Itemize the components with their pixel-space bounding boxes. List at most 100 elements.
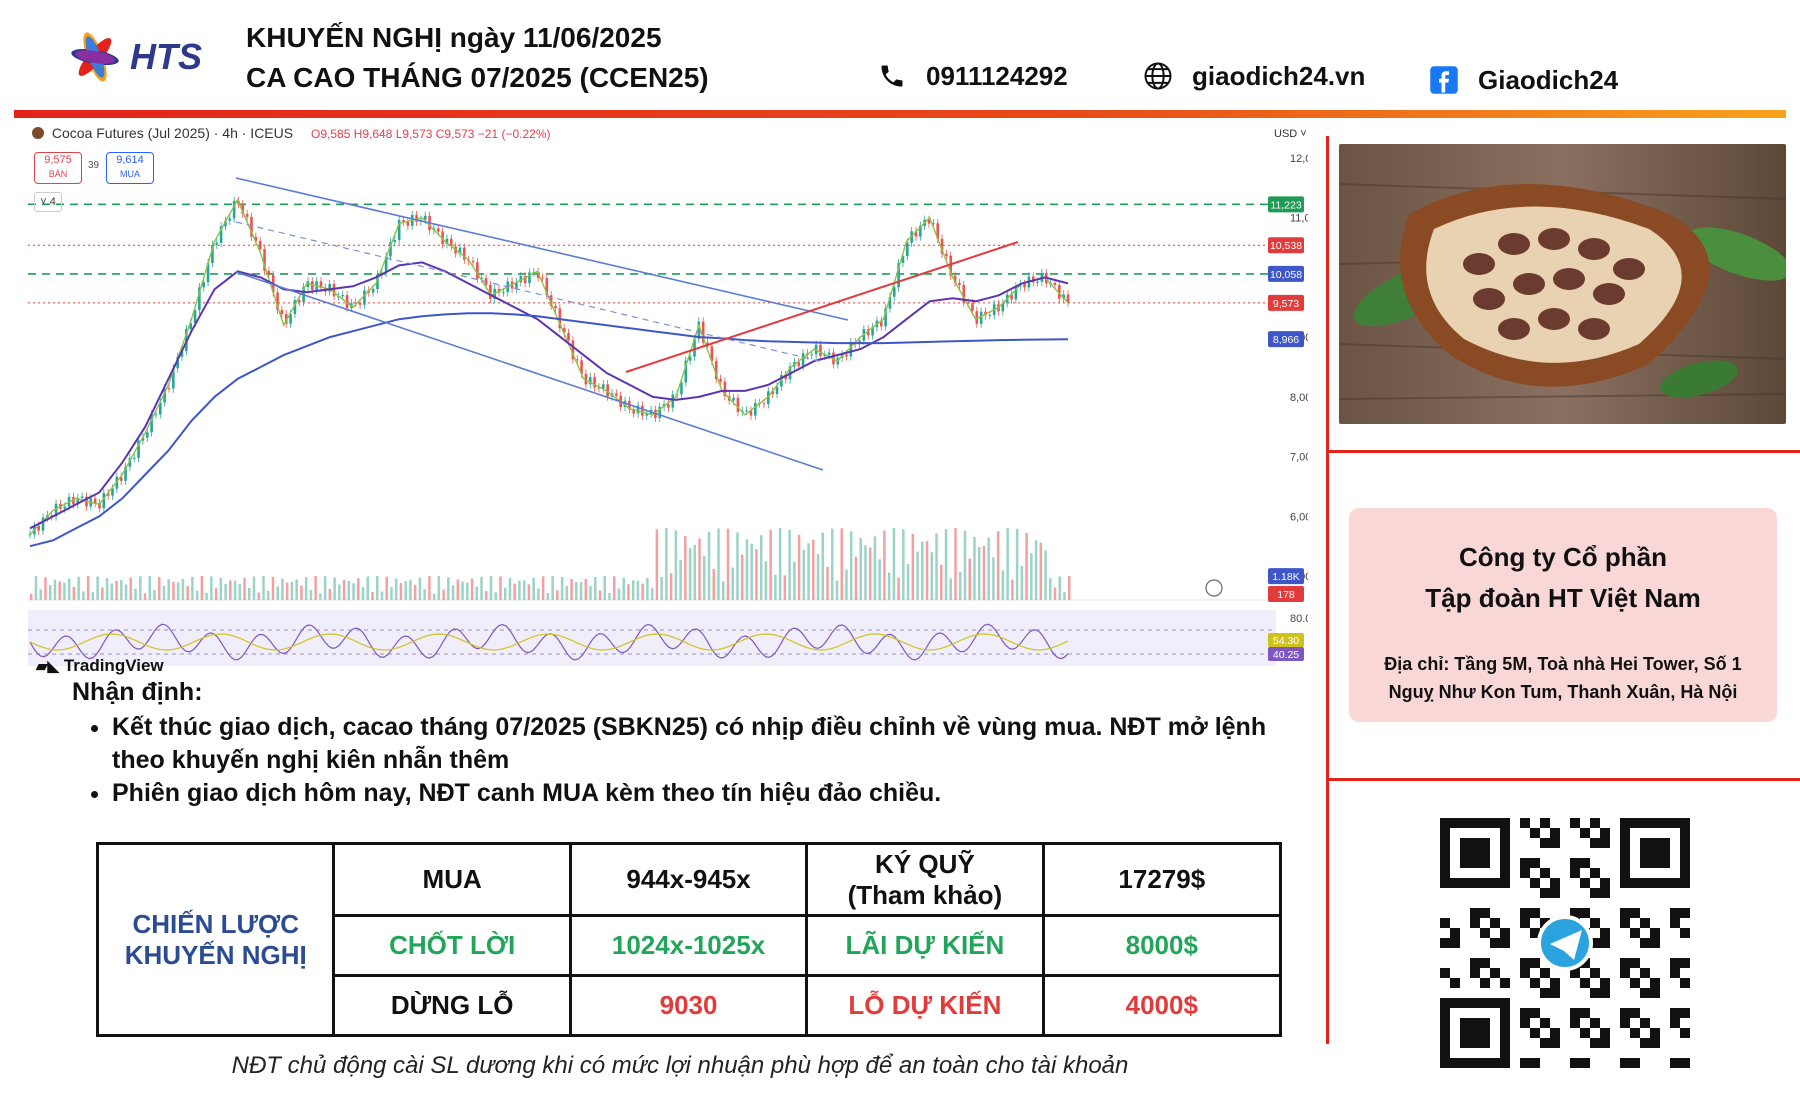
candle-body: [597, 387, 601, 389]
candle-body: [906, 242, 909, 257]
volume-bar: [958, 571, 962, 600]
qr-module: [1470, 968, 1480, 978]
candle-body: [884, 308, 887, 327]
candle-body: [949, 255, 953, 276]
candle-body: [193, 310, 197, 323]
qr-finder-core: [1460, 1018, 1490, 1048]
candle-body: [1014, 286, 1018, 300]
qr-module: [1540, 818, 1550, 828]
volume-bar: [859, 538, 862, 600]
telegram-qr-code[interactable]: [1440, 818, 1690, 1068]
candle-body: [658, 406, 662, 418]
qr-module: [1620, 958, 1630, 968]
margin-label-cell: KÝ QUỸ (Tham khảo): [805, 842, 1045, 917]
volume-bar: [423, 589, 426, 600]
volume-bar: [157, 577, 161, 600]
volume-bar: [285, 582, 289, 600]
company-address: Địa chỉ: Tầng 5M, Toà nhà Hei Tower, Số …: [1384, 654, 1742, 702]
qr-module: [1440, 918, 1450, 928]
volume-bar: [39, 589, 42, 600]
qr-module: [1670, 1058, 1680, 1068]
sell-button[interactable]: 9,575 BÁN: [34, 152, 82, 184]
qr-module: [1580, 828, 1590, 838]
volume-bar: [897, 577, 900, 600]
candle-body: [332, 283, 336, 297]
volume-bar: [300, 585, 303, 600]
candle-body: [376, 274, 379, 289]
collapse-indicators-button[interactable]: ˅ 4: [34, 192, 62, 212]
qr-module: [1540, 1018, 1550, 1028]
sell-price: 9,575: [44, 154, 72, 166]
strategy-label-line1: CHIẾN LƯỢC: [132, 908, 299, 939]
qr-module: [1540, 968, 1550, 978]
candle-body: [593, 377, 596, 388]
qr-module: [1550, 828, 1560, 838]
candle-body: [988, 315, 992, 317]
qr-module: [1580, 878, 1590, 888]
candle-body: [775, 386, 779, 395]
volume-bar: [451, 585, 455, 600]
volume-bar: [428, 576, 431, 600]
company-card: Công ty Cổ phần Tập đoàn HT Việt Nam Địa…: [1349, 508, 1777, 722]
volume-bar: [243, 577, 246, 600]
candle-body: [471, 261, 475, 263]
qr-module: [1580, 978, 1590, 988]
candle-body: [562, 328, 566, 333]
spread-value: 39: [88, 160, 100, 171]
volume-bar: [295, 579, 298, 600]
currency-label: USD: [1274, 128, 1298, 140]
qr-module: [1550, 878, 1560, 888]
candle-body: [697, 321, 701, 339]
volume-bar: [835, 580, 839, 600]
volume-bar: [1025, 532, 1028, 600]
volume-bar: [120, 580, 123, 600]
website-link: giaodich24.vn: [1192, 60, 1366, 91]
candle-body: [50, 515, 54, 517]
candle-body: [801, 353, 805, 367]
candle-body: [823, 354, 827, 357]
volume-bar: [1015, 528, 1019, 600]
volume-bar: [361, 587, 365, 600]
page-title: KHUYẾN NGHỊ ngày 11/06/2025: [246, 22, 662, 53]
volume-bar: [475, 586, 479, 600]
qr-module: [1500, 928, 1510, 938]
candle-body: [797, 362, 801, 367]
page-subtitle: CA CAO THÁNG 07/2025 (CCEN25): [246, 62, 709, 93]
website-contact[interactable]: giaodich24.vn: [1142, 60, 1365, 92]
fast-ma-line: [29, 198, 1069, 535]
right-panel-separator-2: [1326, 778, 1800, 781]
company-name-line1: Công ty Cổ phần: [1459, 542, 1667, 572]
qr-module: [1530, 958, 1540, 968]
candle-body: [397, 220, 401, 240]
take-profit-value-cell: 1024x-1025x: [568, 914, 809, 977]
qr-module: [1520, 818, 1530, 828]
qr-module: [1590, 988, 1600, 998]
candle-body: [736, 397, 740, 413]
volume-bar: [432, 593, 436, 600]
qr-module: [1680, 1058, 1690, 1068]
phone-contact[interactable]: 0911124292: [876, 60, 1068, 92]
buy-button[interactable]: 9,614 MUA: [106, 152, 154, 184]
facebook-contact[interactable]: Giaodich24: [1428, 64, 1618, 96]
qr-module: [1490, 968, 1500, 978]
qr-module: [1670, 1008, 1680, 1018]
candle-body: [37, 525, 40, 531]
volume-bar: [418, 577, 422, 600]
volume-bar: [252, 576, 256, 600]
volume-bar: [589, 585, 592, 600]
price-chart[interactable]: 12,00011,0009,0008,0007,0006,0005,00080.…: [28, 122, 1308, 670]
qr-module: [1520, 1008, 1530, 1018]
qr-module: [1550, 1038, 1560, 1048]
y-tick-label: 6,000: [1290, 511, 1308, 523]
volume-bar: [930, 552, 934, 600]
currency-selector[interactable]: USD ˅: [1274, 128, 1307, 140]
candle-body: [206, 263, 210, 283]
qr-module: [1600, 828, 1610, 838]
candle-body: [363, 290, 366, 305]
candle-body: [545, 278, 549, 296]
chart-symbol: Cocoa Futures (Jul 2025) · 4h · ICEUS: [51, 125, 294, 141]
qr-module: [1520, 1018, 1530, 1028]
volume-bar: [172, 581, 175, 600]
qr-module: [1480, 958, 1490, 968]
volume-bar: [499, 576, 502, 600]
